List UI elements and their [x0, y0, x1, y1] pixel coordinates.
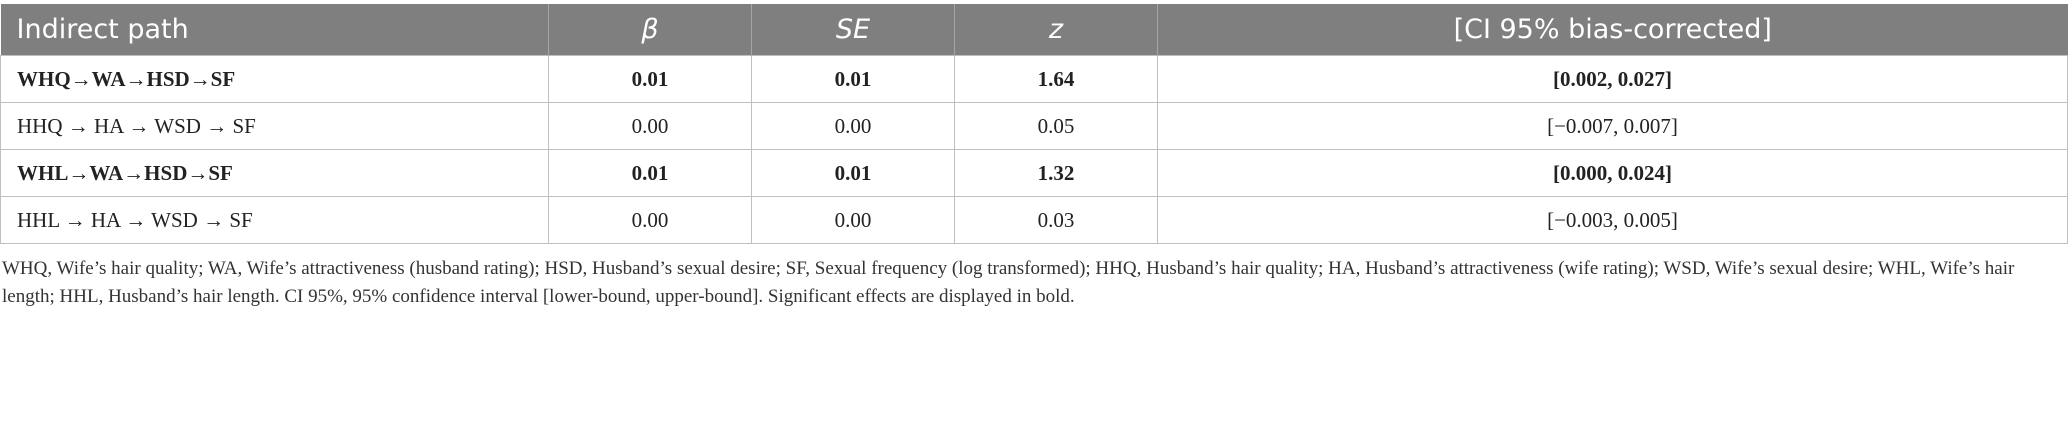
table-cell: HHL → HA → WSD → SF [0, 196, 549, 244]
table-cell: 1.32 [954, 149, 1158, 197]
table-cell: 0.00 [548, 102, 752, 150]
table-cell: 0.01 [751, 55, 955, 103]
table-cell: 0.00 [548, 196, 752, 244]
table-cell: 0.00 [751, 102, 955, 150]
table-cell: WHQ→WA→HSD→SF [0, 55, 549, 103]
table-cell: [−0.003, 0.005] [1157, 196, 2068, 244]
table-cell: 0.05 [954, 102, 1158, 150]
table-cell: [0.000, 0.024] [1157, 149, 2068, 197]
table-cell: [−0.007, 0.007] [1157, 102, 2068, 150]
table-row: WHL→WA→HSD→SF 0.01 0.01 1.32 [0.000, 0.024] [0, 149, 2068, 197]
table-cell: [0.002, 0.027] [1157, 55, 2068, 103]
table-cell: 0.01 [548, 149, 752, 197]
footnote: WHQ, Wife’s hair quality; WA, Wife’s att… [2, 258, 2015, 307]
header-cell: β [548, 4, 752, 56]
table-row: HHQ → HA → WSD → SF 0.00 0.00 0.05 [−0.007, … [0, 102, 2068, 150]
table-cell: 0.03 [954, 196, 1158, 244]
table-cell: 0.01 [548, 55, 752, 103]
table-row: WHQ→WA→HSD→SF 0.01 0.01 1.64 [0.002, 0.027] [0, 55, 2068, 103]
header-row: Indirect path β SE z [CI 95% bias-corrected] [0, 4, 2068, 56]
table-cell: 1.64 [954, 55, 1158, 103]
table-row: HHL → HA → WSD → SF 0.00 0.00 0.03 [−0.003, … [0, 196, 2068, 244]
table-cell: WHL→WA→HSD→SF [0, 149, 549, 197]
header-cell: SE [751, 4, 955, 56]
header-cell: Indirect path [0, 4, 549, 56]
header-cell: [CI 95% bias-corrected] [1157, 4, 2068, 56]
results-table: Indirect path β SE z [CI 95% bias-corrected]… [0, 4, 2068, 244]
table-cell: 0.01 [751, 149, 955, 197]
table-cell: HHQ → HA → WSD → SF [0, 102, 549, 150]
header-cell: z [954, 4, 1158, 56]
table-cell: 0.00 [751, 196, 955, 244]
table-body: WHQ→WA→HSD→SF 0.01 0.01 1.64 [0.002, 0.027] H… [0, 55, 2068, 244]
